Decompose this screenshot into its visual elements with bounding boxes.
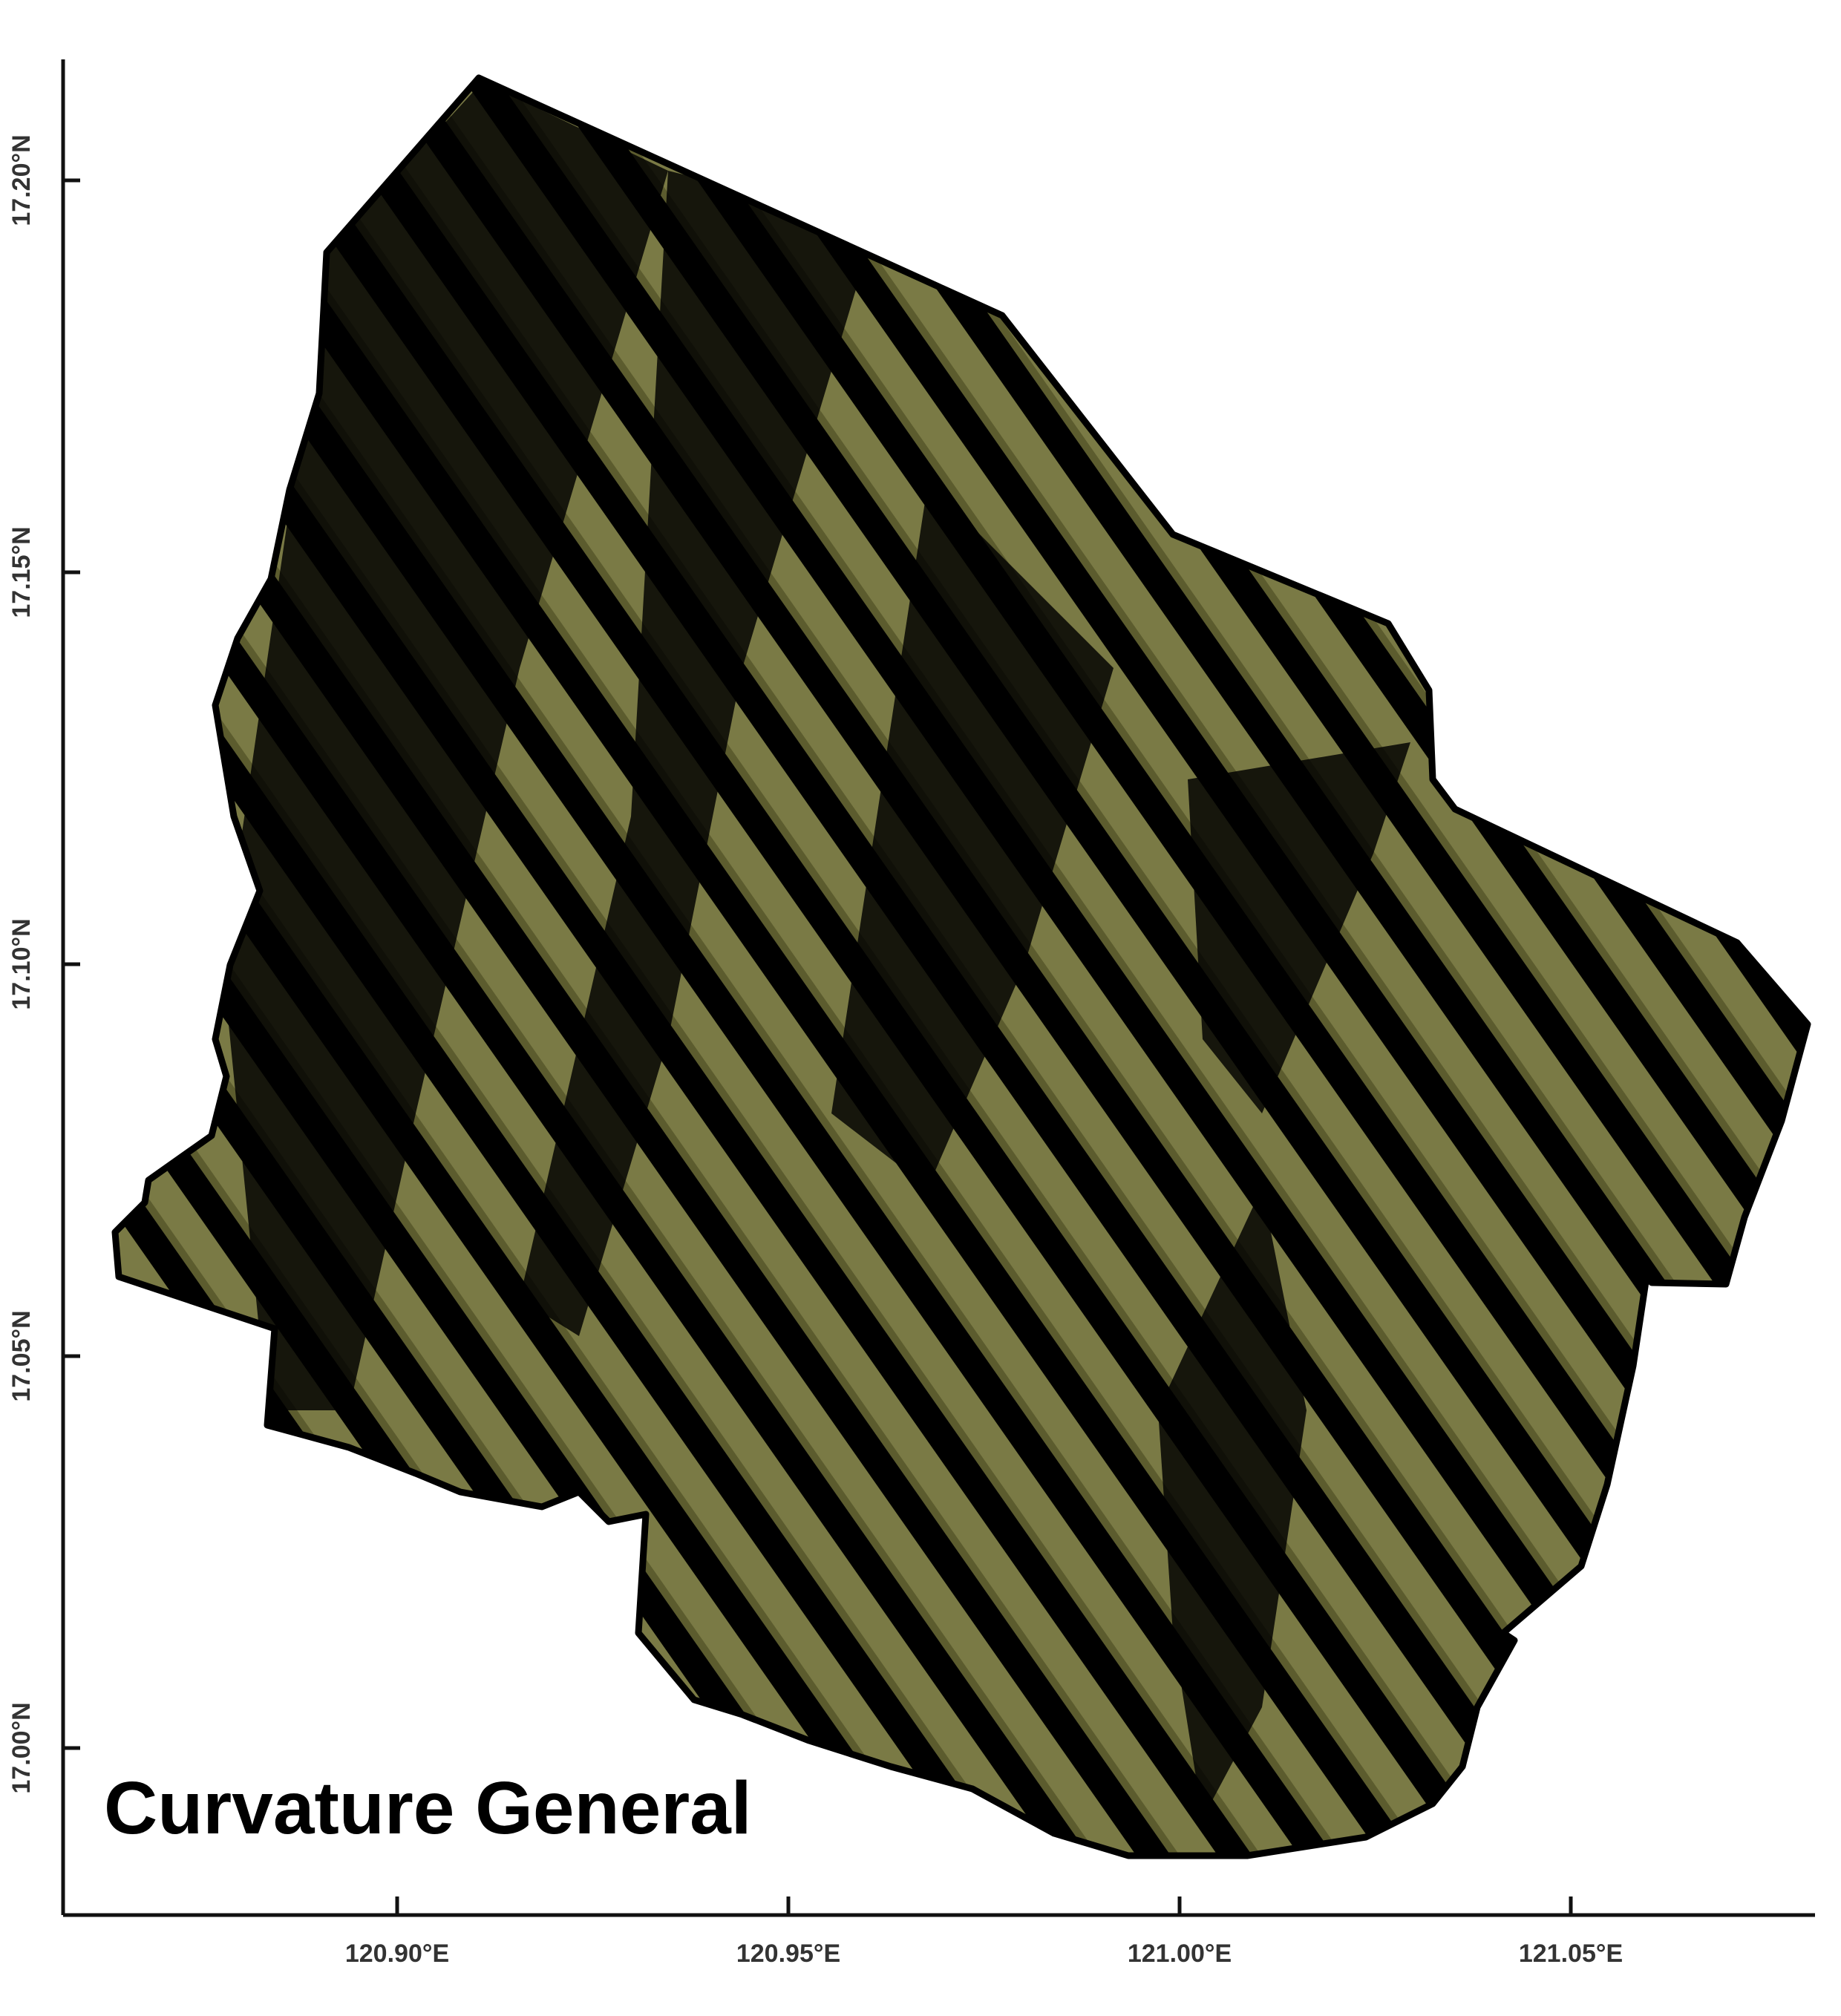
y-tick-label: 17.10°N	[7, 918, 36, 1009]
terrain-shadow-band	[1158, 1188, 1307, 1819]
terrain-shadow-band	[831, 482, 1114, 1188]
x-tick-label: 121.00°E	[1128, 1940, 1232, 1968]
terrain-shadow-band	[520, 171, 876, 1336]
x-axis-ticks: 120.90°E 120.95°E 121.00°E 121.05°E	[345, 1896, 1623, 1968]
x-tick-label: 120.95°E	[736, 1940, 840, 1968]
terrain-dark-bands	[223, 82, 1410, 1819]
y-axis-ticks: 17.20°N 17.15°N 17.10°N 17.05°N 17.00°N	[7, 134, 80, 1794]
map-title: Curvature General	[104, 1767, 752, 1850]
terrain-shadow-band	[1188, 742, 1410, 1113]
municipality-boundary	[111, 74, 1811, 1859]
y-tick-label: 17.15°N	[7, 526, 36, 618]
terrain-shadow-band	[223, 82, 668, 1410]
y-tick-label: 17.05°N	[7, 1310, 36, 1401]
x-tick-label: 121.05°E	[1519, 1940, 1623, 1968]
y-tick-label: 17.20°N	[7, 134, 36, 226]
map-axes: 120.90°E 120.95°E 121.00°E 121.05°E 17.20°N…	[7, 59, 1815, 1968]
x-tick-label: 120.90°E	[345, 1940, 449, 1968]
y-tick-label: 17.00°N	[7, 1702, 36, 1793]
